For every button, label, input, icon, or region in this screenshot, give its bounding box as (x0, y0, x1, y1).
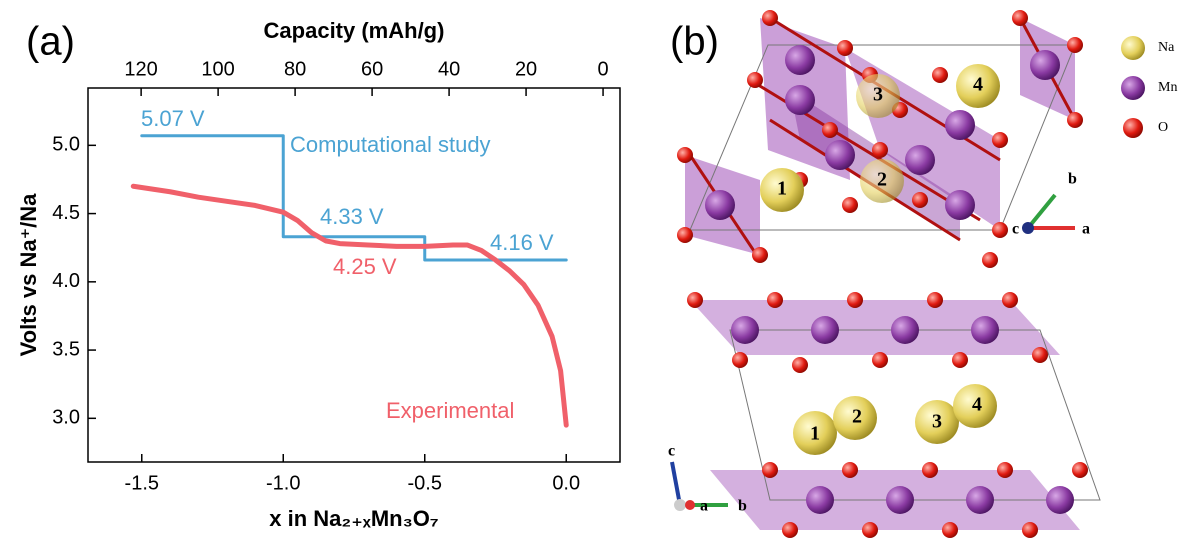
annotation: 4.16 V (490, 230, 554, 255)
site-label: 1 (777, 178, 787, 200)
x-tick-label: -1.0 (266, 472, 300, 494)
annotation: 5.07 V (141, 106, 205, 131)
x2-tick-label: 40 (438, 58, 460, 80)
y-tick-label: 4.0 (52, 270, 80, 292)
y-tick-label: 5.0 (52, 134, 80, 156)
axis-label: c (668, 443, 675, 460)
site-label: 2 (877, 169, 887, 191)
x2-tick-label: 100 (201, 58, 234, 80)
structure-top: (b) 1 2 3 4 b c a (670, 10, 1090, 268)
layer (690, 300, 1060, 355)
site-label: 3 (932, 411, 942, 433)
unit-cell (729, 329, 1101, 501)
site-label: 2 (852, 406, 862, 428)
panel-label: (a) (26, 20, 75, 64)
plot-frame (87, 87, 621, 463)
legend-label: Mn (1158, 80, 1177, 95)
series-label: Computational study (290, 132, 491, 157)
axis-label: b (1068, 171, 1077, 188)
axis-label: a (700, 498, 708, 515)
legend: Na Mn O (1121, 36, 1177, 138)
x2-tick-label: 80 (284, 58, 306, 80)
series-line (130, 183, 569, 428)
site-label: 4 (972, 394, 982, 416)
y-axis-title: Volts vs Na⁺/Na (16, 193, 41, 357)
annotation: 4.25 V (333, 254, 397, 279)
x2-tick-label: 120 (124, 58, 157, 80)
site-label: 4 (973, 74, 983, 96)
x2-axis-title: Capacity (mAh/g) (264, 18, 445, 43)
structure-bottom: 1 2 3 4 c a b (668, 292, 1101, 538)
site-label: 1 (810, 423, 820, 445)
x-axis-title: x in Na₂₊ₓMn₃O₇ (269, 506, 438, 531)
x2-tick-label: 0 (597, 58, 608, 80)
panel-label: (b) (670, 20, 719, 64)
site-label: 3 (873, 84, 883, 106)
x-tick-label: -1.5 (125, 472, 159, 494)
series-label: Experimental (386, 398, 514, 423)
annotation: 4.33 V (320, 204, 384, 229)
legend-label: Na (1158, 40, 1175, 55)
x2-tick-label: 60 (361, 58, 383, 80)
x-tick-label: 0.0 (552, 472, 580, 494)
y-tick-label: 4.5 (52, 202, 80, 224)
x2-tick-label: 20 (515, 58, 537, 80)
axis-label: b (738, 498, 747, 515)
axis-label: c (1012, 221, 1019, 238)
x-tick-label: -0.5 (408, 472, 442, 494)
y-tick-label: 3.0 (52, 407, 80, 429)
legend-label: O (1158, 120, 1168, 135)
y-tick-label: 3.5 (52, 338, 80, 360)
axis-label: a (1082, 221, 1090, 238)
series-line (140, 134, 568, 262)
